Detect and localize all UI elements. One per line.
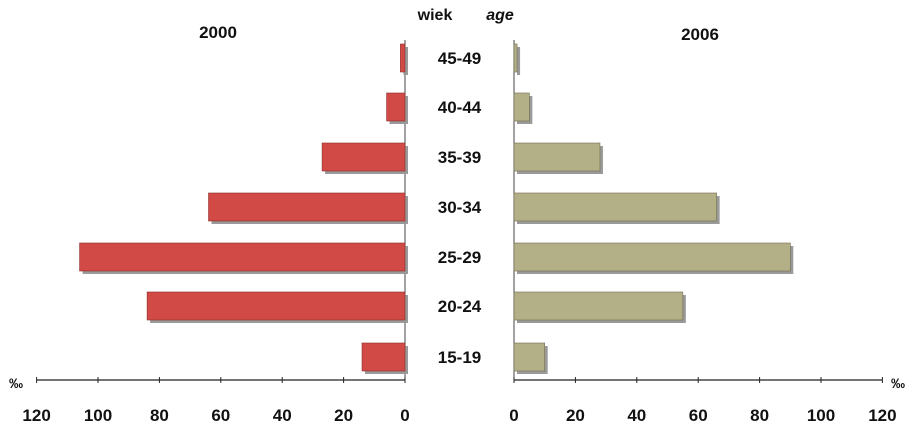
left-tick-label: 100 (84, 406, 112, 425)
age-group-label: 15-19 (438, 348, 481, 367)
right-bar (513, 192, 717, 222)
age-header-english: age (486, 7, 514, 24)
left-tick-label: 80 (150, 406, 169, 425)
left-bar (79, 242, 406, 272)
right-unit-label: ‰ (891, 375, 905, 391)
left-series-title: 2000 (199, 23, 237, 42)
left-bar (386, 92, 406, 122)
age-group-label: 25-29 (438, 248, 481, 267)
right-tick-label: 0 (509, 406, 518, 425)
right-tick-label: 60 (689, 406, 708, 425)
age-group-label: 30-34 (438, 198, 482, 217)
right-bar (513, 43, 518, 73)
age-group-label: 20-24 (438, 297, 482, 316)
right-bar-shadow (517, 47, 521, 75)
right-bar (513, 142, 601, 172)
left-bar-shadow (403, 47, 408, 75)
right-bar (513, 242, 791, 272)
left-tick-label: 60 (211, 406, 230, 425)
age-header-polish: wiek (417, 7, 453, 24)
right-tick-label: 80 (750, 406, 769, 425)
right-bar (513, 291, 684, 321)
left-bar (321, 142, 406, 172)
left-bar (208, 192, 406, 222)
right-tick-label: 20 (566, 406, 585, 425)
left-tick-label: 0 (400, 406, 409, 425)
age-group-label: 35-39 (438, 148, 481, 167)
left-unit-label: ‰ (9, 375, 23, 391)
left-tick-label: 120 (22, 406, 50, 425)
age-group-label: 45-49 (438, 49, 481, 68)
right-series-title: 2006 (681, 25, 719, 44)
right-tick-label: 100 (807, 406, 835, 425)
age-group-label: 40-44 (438, 98, 482, 117)
right-tick-label: 40 (627, 406, 646, 425)
left-tick-label: 40 (273, 406, 292, 425)
left-bar (361, 342, 406, 372)
right-bar (513, 92, 530, 122)
left-bar (146, 291, 406, 321)
left-tick-label: 20 (334, 406, 353, 425)
right-tick-label: 120 (868, 406, 896, 425)
right-bar (513, 342, 546, 372)
left-bar (400, 43, 406, 73)
